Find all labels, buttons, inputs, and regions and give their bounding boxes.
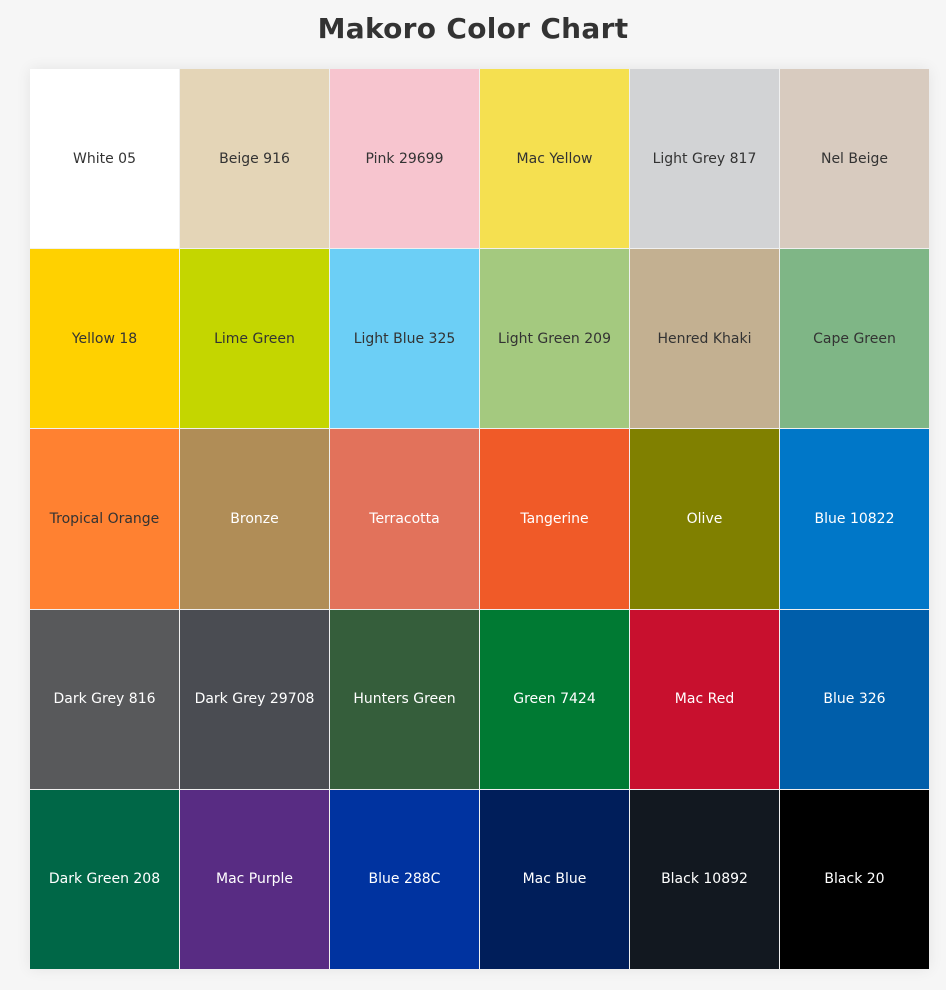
color-swatch: Mac Yellow — [480, 69, 629, 249]
color-name: Mac Yellow — [516, 150, 593, 167]
color-swatch: Yellow 18 — [30, 249, 179, 429]
color-name: White 05 — [73, 150, 136, 167]
color-swatch: Blue 326 — [780, 609, 929, 789]
color-name: Beige 916 — [219, 150, 290, 167]
color-name: Dark Grey 816 — [53, 691, 156, 708]
color-name: Mac Blue — [522, 871, 587, 888]
color-swatch: Beige 916 — [180, 69, 329, 249]
color-swatch: Tangerine — [480, 429, 629, 609]
color-swatch: Dark Grey 816 — [30, 609, 179, 789]
color-name: Light Blue 325 — [353, 330, 456, 347]
color-name: Blue 288C — [368, 871, 441, 888]
color-swatch: Mac Purple — [180, 789, 329, 969]
color-swatch: Bronze — [180, 429, 329, 609]
color-name: Tropical Orange — [49, 510, 160, 527]
color-swatch: Black 20 — [780, 789, 929, 969]
color-grid: White 05 Beige 916 Pink 29699 Mac Yellow Lig… — [30, 69, 929, 969]
color-swatch: Blue 10822 — [780, 429, 929, 609]
color-swatch: Hunters Green — [330, 609, 479, 789]
color-name: Tangerine — [520, 510, 589, 527]
color-swatch: Blue 288C — [330, 789, 479, 969]
color-name: Olive — [686, 510, 723, 527]
color-swatch: Tropical Orange — [30, 429, 179, 609]
color-name: Light Grey 817 — [652, 150, 757, 167]
color-name: Light Green 209 — [498, 330, 611, 347]
color-name: Black 20 — [824, 871, 885, 888]
color-name: Hunters Green — [353, 691, 456, 708]
color-name: Mac Purple — [215, 871, 294, 888]
color-swatch: Henred Khaki — [630, 249, 779, 429]
color-name: Pink 29699 — [365, 150, 444, 167]
color-name: Bronze — [230, 510, 279, 527]
color-name: Dark Green 208 — [48, 871, 161, 888]
color-name: Yellow 18 — [71, 330, 138, 347]
color-swatch: Lime Green — [180, 249, 329, 429]
color-swatch: Terracotta — [330, 429, 479, 609]
color-name: Mac Red — [674, 691, 735, 708]
color-swatch: Light Grey 817 — [630, 69, 779, 249]
color-swatch: Dark Grey 29708 — [180, 609, 329, 789]
color-name: Blue 326 — [823, 691, 886, 708]
page-title: Makoro Color Chart — [317, 12, 629, 45]
color-name: Dark Grey 29708 — [194, 691, 315, 708]
color-name: Blue 10822 — [814, 510, 895, 527]
color-swatch: Black 10892 — [630, 789, 779, 969]
color-name: Lime Green — [214, 330, 295, 347]
color-swatch: Light Green 209 — [480, 249, 629, 429]
color-swatch: Mac Red — [630, 609, 779, 789]
color-name: Black 10892 — [661, 871, 748, 888]
color-swatch: Pink 29699 — [330, 69, 479, 249]
color-swatch: Mac Blue — [480, 789, 629, 969]
color-swatch: Light Blue 325 — [330, 249, 479, 429]
color-name: Terracotta — [369, 510, 440, 527]
color-swatch: Dark Green 208 — [30, 789, 179, 969]
color-swatch: Nel Beige — [780, 69, 929, 249]
color-swatch: White 05 — [30, 69, 179, 249]
color-name: Henred Khaki — [657, 330, 752, 347]
color-swatch: Cape Green — [780, 249, 929, 429]
color-name: Green 7424 — [513, 691, 596, 708]
color-name: Nel Beige — [820, 150, 889, 167]
color-name: Cape Green — [813, 330, 896, 347]
color-swatch: Olive — [630, 429, 779, 609]
color-swatch: Green 7424 — [480, 609, 629, 789]
